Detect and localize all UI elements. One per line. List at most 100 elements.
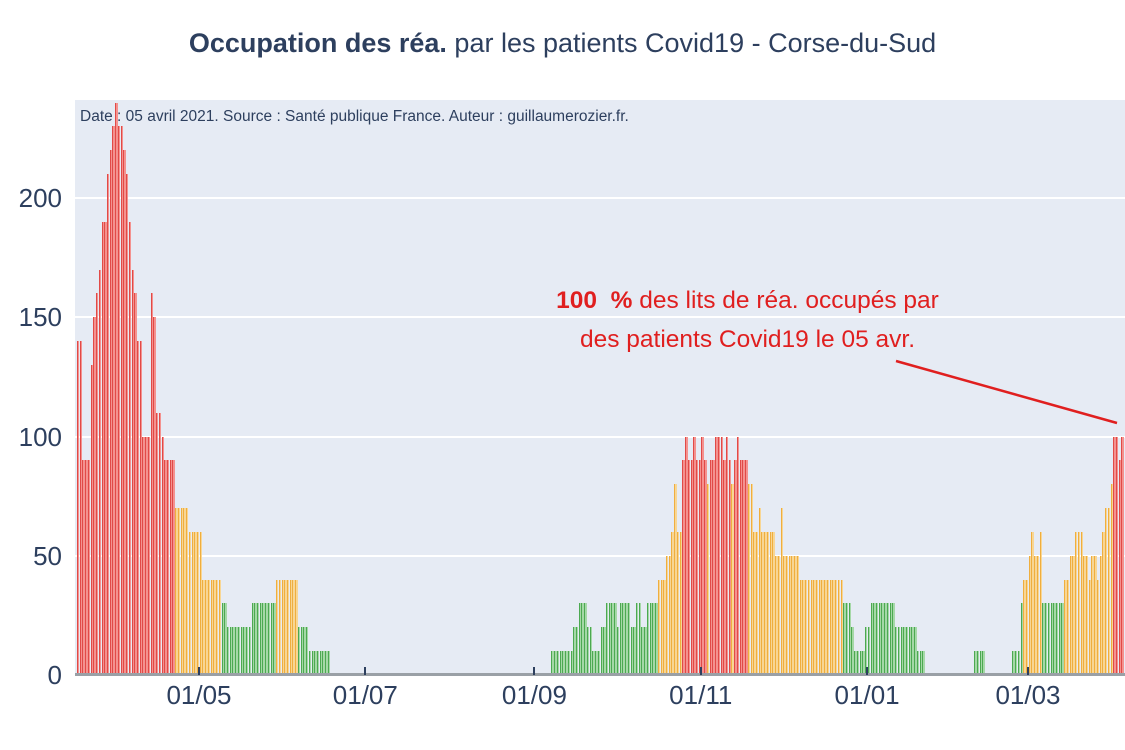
occupancy-bar: [281, 579, 284, 675]
chart-title-bold: Occupation des réa.: [188, 28, 447, 58]
x-tick-label-01-05: 01/05: [166, 680, 232, 710]
occupancy-bar: [136, 341, 140, 675]
occupancy-bar: [641, 627, 644, 675]
occupancy-bar: [194, 531, 197, 675]
occupancy-bar: [717, 436, 721, 675]
occupancy-bar: [1075, 531, 1078, 675]
occupancy-bar: [638, 603, 642, 675]
occupancy-bar: [734, 460, 737, 675]
occupancy-bar: [756, 531, 759, 675]
occupancy-bar: [728, 460, 732, 675]
occupancy-bar: [120, 126, 124, 675]
occupancy-bar: [1083, 555, 1086, 675]
occupancy-bar: [240, 627, 243, 675]
plot-area: Date : 05 avril 2021. Source : Santé pub…: [75, 100, 1125, 676]
occupancy-bar: [777, 555, 781, 675]
occupancy-bar: [742, 460, 745, 675]
x-tick-label-01-07: 01/07: [332, 680, 398, 710]
occupancy-bar: [112, 126, 115, 675]
occupancy-bar: [1105, 508, 1108, 675]
occupancy-bar: [576, 627, 579, 675]
occupancy-bar: [147, 436, 151, 675]
occupancy-bar: [117, 126, 121, 675]
occupancy-bar: [172, 460, 175, 675]
occupancy-bar: [1028, 555, 1032, 675]
occupancy-bar: [559, 651, 563, 675]
occupancy-bar: [134, 293, 137, 675]
occupancy-bar: [254, 603, 257, 675]
occupancy-bar: [1085, 555, 1089, 675]
occupancy-bar: [327, 651, 331, 675]
occupancy-bar: [139, 341, 143, 675]
occupancy-bar: [251, 603, 254, 675]
occupancy-bar: [600, 627, 603, 675]
occupancy-bar: [562, 651, 565, 675]
occupancy-bar: [903, 627, 906, 675]
occupancy-bar: [265, 603, 268, 675]
occupancy-bar: [706, 484, 710, 675]
occupancy-bar: [786, 555, 789, 675]
occupancy-bar: [886, 603, 890, 675]
occupancy-bar: [881, 603, 884, 675]
occupancy-bar: [747, 484, 751, 675]
occupancy-bar: [835, 579, 838, 675]
occupancy-bar: [633, 627, 636, 675]
gridline-100: [75, 435, 1125, 438]
occupancy-bar: [1053, 603, 1056, 675]
occupancy-bar: [322, 651, 325, 675]
occupancy-bar: [766, 531, 770, 675]
occupancy-bar: [325, 651, 328, 675]
occupancy-bar: [619, 603, 623, 675]
occupancy-bar: [878, 603, 882, 675]
occupancy-bar: [862, 651, 865, 675]
occupancy-bar: [769, 531, 773, 675]
occupancy-bar: [581, 603, 584, 675]
occupancy-bar: [876, 603, 879, 675]
occupancy-bar: [821, 579, 824, 675]
annotation-text: 100 % des lits de réa. occupés par des p…: [480, 281, 1015, 359]
occupancy-bar: [848, 603, 852, 675]
occupancy-bar: [1096, 579, 1100, 675]
occupancy-bar: [235, 627, 238, 675]
occupancy-bar: [1107, 508, 1111, 675]
occupancy-bar: [286, 579, 290, 675]
occupancy-bar: [911, 627, 914, 675]
occupancy-bar: [666, 555, 669, 675]
occupancy-bar: [1066, 579, 1070, 675]
occupancy-bar: [248, 627, 252, 675]
occupancy-bar: [1020, 603, 1023, 675]
occupancy-bar: [745, 460, 748, 675]
occupancy-bar: [687, 460, 691, 675]
occupancy-bar: [90, 364, 94, 675]
occupancy-bar: [816, 579, 819, 675]
occupancy-bar: [259, 603, 263, 675]
occupancy-bar: [824, 579, 827, 675]
occupancy-bar: [1036, 555, 1040, 675]
occupancy-bar: [813, 579, 816, 675]
occupancy-bar: [1050, 603, 1053, 675]
occupancy-bar: [262, 603, 265, 675]
source-note: Date : 05 avril 2021. Source : Santé pub…: [80, 108, 629, 125]
occupancy-bar: [1080, 531, 1083, 675]
occupancy-bar: [278, 579, 282, 675]
occupancy-bar: [196, 531, 200, 675]
occupancy-bar: [145, 436, 148, 675]
occupancy-bar: [221, 603, 224, 675]
occupancy-bar: [709, 460, 713, 675]
y-tick-label-200: 200: [18, 182, 62, 213]
occupancy-bar: [237, 627, 241, 675]
occupancy-bar: [77, 341, 80, 675]
occupancy-bar: [169, 460, 173, 675]
occupancy-bar: [573, 627, 576, 675]
occupancy-bar: [867, 627, 871, 675]
occupancy-bar: [210, 579, 213, 675]
occupancy-bar: [311, 651, 314, 675]
occupancy-bar: [191, 531, 194, 675]
occupancy-bar: [177, 508, 181, 675]
occupancy-bar: [578, 603, 582, 675]
occupancy-bar: [109, 150, 113, 675]
occupancy-bar: [202, 579, 205, 675]
occupancy-bar: [551, 651, 554, 675]
occupancy-bar: [82, 460, 85, 675]
